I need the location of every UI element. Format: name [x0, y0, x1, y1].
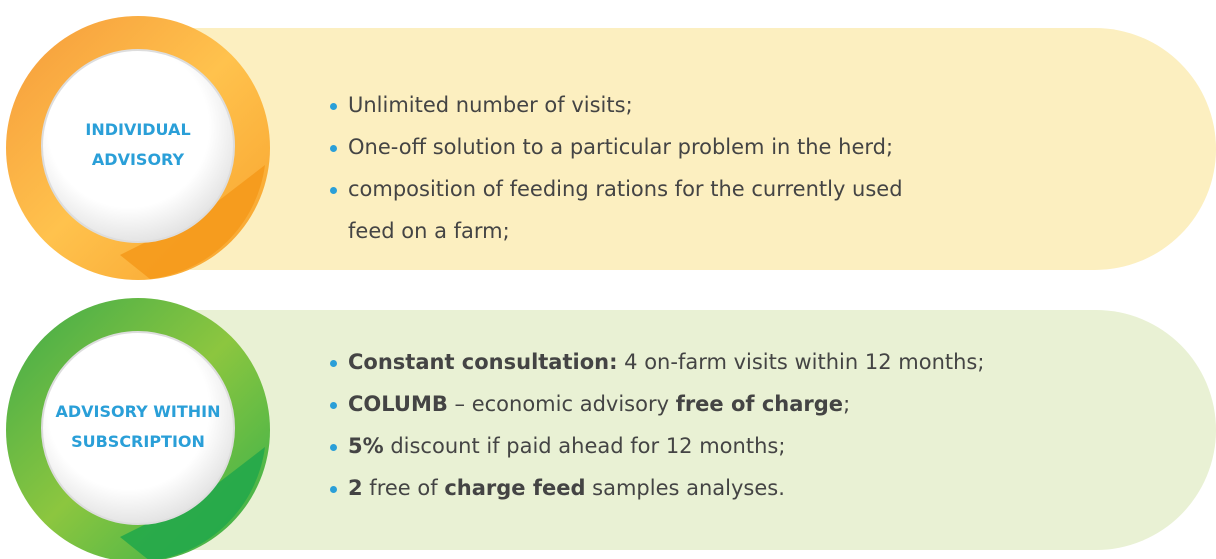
- text: – economic advisory: [447, 392, 676, 416]
- bullet-item: Unlimited number of visits;: [330, 84, 930, 126]
- title-line: ADVISORY WITHIN: [55, 402, 221, 421]
- text: One-off solution to a particular problem…: [348, 135, 894, 159]
- title-line: SUBSCRIPTION: [71, 432, 205, 451]
- text: discount if paid ahead for 12 months;: [383, 434, 786, 458]
- bullet-item: COLUMB – economic advisory free of charg…: [330, 383, 1190, 425]
- bold-text: charge feed: [444, 476, 586, 500]
- text: ;: [843, 392, 851, 416]
- text: free of: [362, 476, 445, 500]
- bold-text: 2: [348, 476, 363, 500]
- title-line: ADVISORY: [91, 150, 185, 169]
- card-title: ADVISORY WITHIN SUBSCRIPTION: [43, 397, 233, 457]
- bullet-item: One-off solution to a particular problem…: [330, 126, 930, 168]
- card-background: [190, 310, 1216, 550]
- bullet-item: 2 free of charge feed samples analyses.: [330, 467, 1190, 509]
- bold-text: free of charge: [675, 392, 844, 416]
- bullet-list: Unlimited number of visits; One-off solut…: [330, 84, 930, 252]
- text: composition of feeding rations for the c…: [348, 177, 903, 243]
- bold-text: Constant consultation:: [348, 350, 618, 374]
- card-background: [190, 28, 1216, 270]
- bullet-list: Constant consultation: 4 on-farm visits …: [330, 341, 1190, 509]
- bullet-item: composition of feeding rations for the c…: [330, 168, 930, 252]
- bold-text: 5%: [348, 434, 384, 458]
- card-title: INDIVIDUAL ADVISORY: [43, 115, 233, 175]
- text: samples analyses.: [585, 476, 785, 500]
- text: 4 on-farm visits within 12 months;: [617, 350, 985, 374]
- badge: [6, 16, 270, 280]
- title-line: INDIVIDUAL: [85, 120, 191, 139]
- badge: [6, 298, 270, 559]
- bullet-item: Constant consultation: 4 on-farm visits …: [330, 341, 1190, 383]
- text: Unlimited number of visits;: [348, 93, 633, 117]
- bullet-item: 5% discount if paid ahead for 12 months;: [330, 425, 1190, 467]
- bold-text: COLUMB: [348, 392, 448, 416]
